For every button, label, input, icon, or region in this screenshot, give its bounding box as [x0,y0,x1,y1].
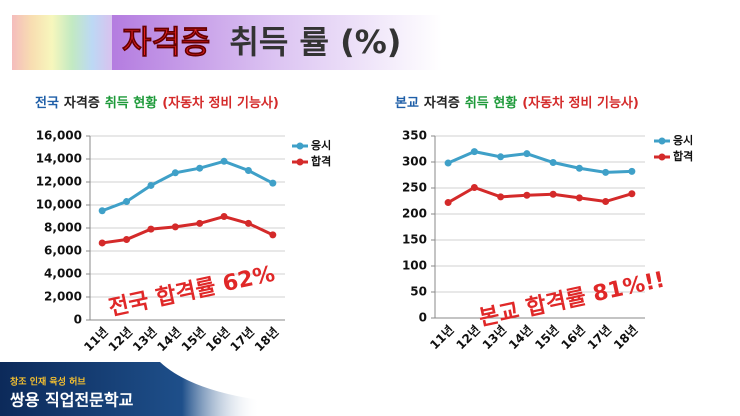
data-point [98,239,106,247]
data-point [147,225,155,233]
data-point [244,167,252,174]
data-point [269,231,277,239]
data-point [497,193,505,201]
y-tick-label: 14,000 [36,152,82,166]
footer-slogan: 창조 인재 육성 허브 [10,376,86,388]
legend-label: 응시 [311,139,331,152]
legend-marker [296,142,304,150]
y-tick-label: 4,000 [44,267,82,281]
title-highlight: 자격증 [122,23,210,61]
data-point [123,236,131,243]
data-point [470,183,478,191]
y-tick-label: 50 [410,285,427,299]
data-point [602,198,610,206]
y-tick-label: 250 [402,181,427,195]
title-rest: 취득 률 (%) [229,23,401,61]
legend-marker [658,153,666,161]
y-tick-label: 100 [402,259,427,273]
y-tick-label: 350 [402,129,427,143]
data-point [171,223,179,231]
data-point [269,179,277,187]
y-tick-label: 150 [402,233,427,247]
y-tick-label: 8,000 [44,221,82,235]
chart-title-part: 취득 현황 [465,95,517,111]
y-tick-label: 300 [402,155,427,169]
y-tick-label: 12,000 [36,175,82,189]
data-point [549,190,557,198]
data-point [575,164,583,172]
y-tick-label: 0 [74,313,82,327]
data-point [147,181,155,189]
title-box [112,15,442,70]
data-point [244,219,252,227]
footer-school: 쌍용 직업전문학교 [10,391,134,410]
chart-title: 전국 자격증 취득 현황 (자동차 정비 기능사) [35,95,279,111]
series-line [447,185,633,204]
data-point [628,167,636,175]
y-tick-label: 16,000 [36,129,82,143]
data-point [602,168,610,176]
chart-title-part: (자동차 정비 기능사) [162,95,279,111]
y-tick-label: 2,000 [44,290,82,304]
data-point [444,159,452,167]
chart-title-part: (자동차 정비 기능사) [522,95,639,111]
rainbow-strip [12,15,112,70]
chart-title-part: 취득 현황 [105,95,157,111]
data-point [575,194,583,202]
data-point [497,153,505,161]
data-point [220,213,228,220]
legend-label: 합격 [311,154,331,168]
legend-label: 응시 [673,134,693,147]
data-point [523,150,531,158]
y-tick-label: 0 [419,311,427,325]
chart-title-part: 전국 [35,95,59,111]
series-line [101,214,274,245]
data-point [470,148,478,156]
data-point [220,157,228,165]
legend-marker [658,137,666,145]
data-point [628,190,636,198]
data-point [98,207,106,215]
data-point [196,164,204,172]
data-point [549,159,557,167]
series-line [447,150,632,174]
legend-marker [296,158,304,166]
footer-band [0,362,260,416]
y-tick-label: 200 [402,207,427,221]
y-tick-label: 6,000 [44,244,82,258]
chart-title: 본교 자격증 취득 현황 (자동차 정비 기능사) [395,95,639,111]
chart-title-part: 자격증 [64,96,100,111]
legend-label: 합격 [673,149,693,163]
data-point [444,199,452,207]
slide-title: 자격증 취득 률 (%) [122,23,401,61]
data-point [196,219,204,227]
y-tick-label: 10,000 [36,198,82,212]
data-point [523,191,531,199]
data-point [171,169,179,177]
series-line [101,159,274,213]
data-point [123,198,131,206]
chart-title-part: 자격증 [424,96,460,111]
chart-title-part: 본교 [395,96,419,111]
